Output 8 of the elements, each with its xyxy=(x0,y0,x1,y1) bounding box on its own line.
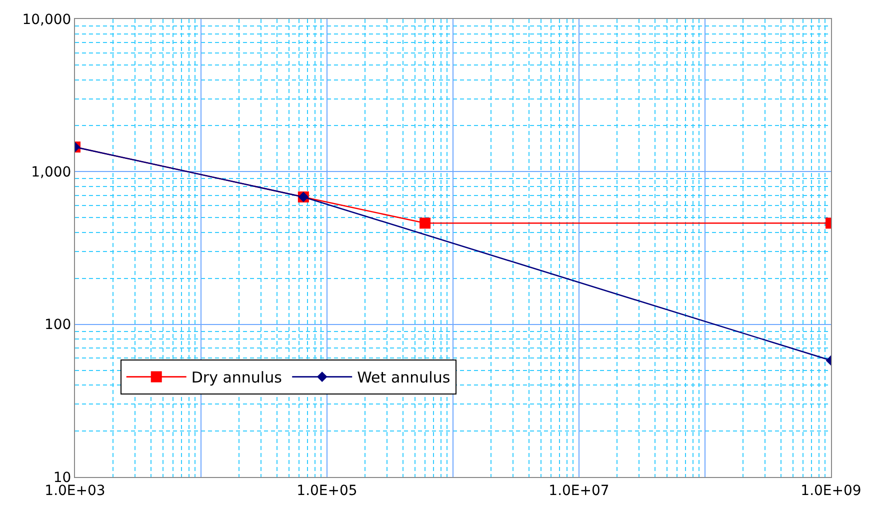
legend-label: Wet annulus xyxy=(357,368,450,387)
y-tick-label: 10,000 xyxy=(22,12,72,28)
x-tick-label: 1.0E+07 xyxy=(548,482,610,499)
x-tick-label: 1.0E+09 xyxy=(800,482,862,499)
legend-label: Dry annulus xyxy=(191,368,282,387)
x-tick-label: 1.0E+05 xyxy=(296,482,358,499)
y-tick-label: 100 xyxy=(44,317,72,334)
y-tick-label: 1,000 xyxy=(31,164,72,181)
